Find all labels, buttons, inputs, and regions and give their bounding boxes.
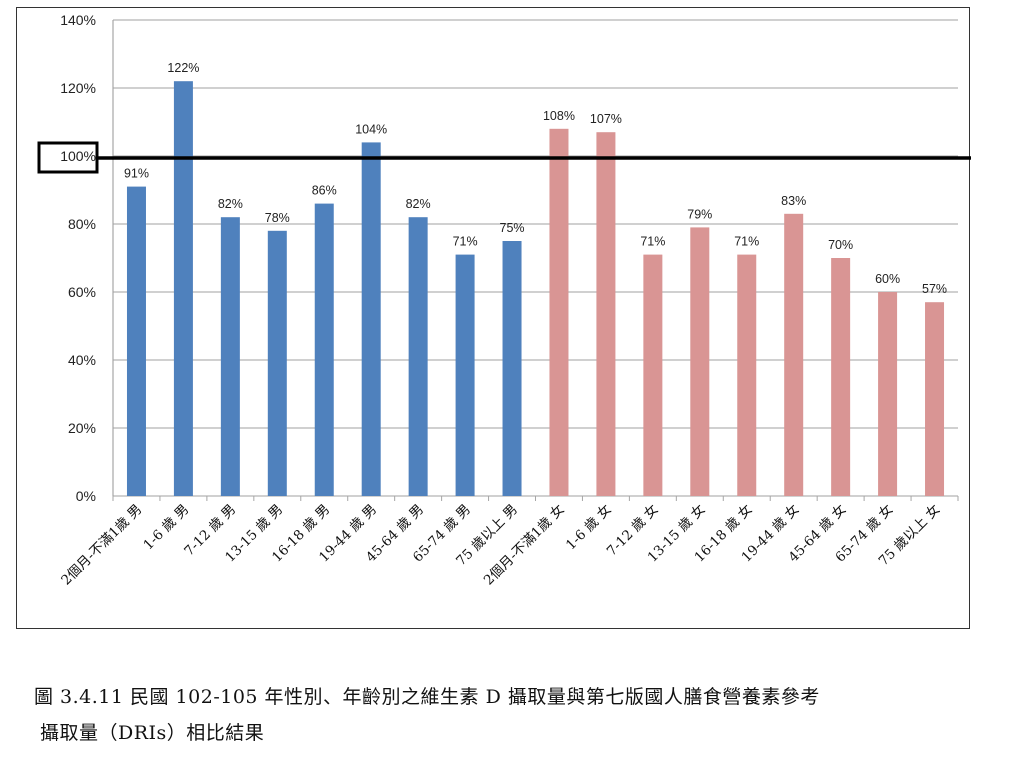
bar-value-label: 104% xyxy=(355,122,387,136)
data-labels: 91% 122% 82% 78% 86% 104% 82% 71% 75% 108% 107% 71%… xyxy=(124,61,947,296)
y-tick-label: 140% xyxy=(60,12,96,28)
bar xyxy=(220,217,240,496)
bar-chart: 0% 20% 40% 60% 80% 100% 120% 140% 91% 122% 82% 78%… xyxy=(37,12,971,589)
bar-value-label: 71% xyxy=(734,235,759,249)
bar-value-label: 70% xyxy=(828,238,853,252)
bar xyxy=(643,254,663,496)
bar xyxy=(314,203,334,496)
x-category-label: 2個月-不滿1歲 男 xyxy=(58,502,145,589)
bar-value-label: 86% xyxy=(312,184,337,198)
figure-caption-line1: 圖 3.4.11 民國 102-105 年性別、年齡別之維生素 D 攝取量與第七… xyxy=(34,686,820,708)
bar xyxy=(690,227,710,496)
y-tick-label: 80% xyxy=(68,216,96,232)
bar xyxy=(267,230,287,497)
bar-value-label: 122% xyxy=(167,61,199,75)
bar xyxy=(173,81,193,496)
y-tick-label: 20% xyxy=(68,420,96,436)
bar-value-label: 71% xyxy=(453,235,478,249)
bar-value-label: 82% xyxy=(218,197,243,211)
bar-value-label: 78% xyxy=(265,211,290,225)
bar-value-label: 57% xyxy=(922,282,947,296)
bar xyxy=(408,217,428,496)
bar-value-label: 108% xyxy=(543,109,575,123)
bar xyxy=(126,186,146,496)
x-axis-labels: 2個月-不滿1歲 男1-6 歲 男7-12 歲 男13-15 歲 男16-18 … xyxy=(58,501,943,589)
bar xyxy=(549,128,569,497)
bar xyxy=(502,241,522,496)
gridlines xyxy=(112,19,959,501)
bar-value-label: 107% xyxy=(590,112,622,126)
y-tick-label: 60% xyxy=(68,284,96,300)
bar-value-label: 79% xyxy=(687,207,712,221)
bar xyxy=(361,142,381,496)
bar-value-label: 75% xyxy=(500,221,525,235)
y-axis-ticks: 0% 20% 40% 60% 80% 100% 120% 140% xyxy=(60,12,96,504)
bars xyxy=(126,81,945,497)
bar-value-label: 82% xyxy=(406,197,431,211)
bar-value-label: 60% xyxy=(875,272,900,286)
reference-label-box xyxy=(37,141,99,174)
bar xyxy=(455,254,475,496)
bar xyxy=(737,254,757,496)
reference-line-100 xyxy=(37,141,971,174)
bar-value-label: 71% xyxy=(640,235,665,249)
bar-value-label: 83% xyxy=(781,194,806,208)
y-tick-label: 120% xyxy=(60,80,96,96)
bar xyxy=(596,132,616,496)
bar xyxy=(878,292,898,496)
bar xyxy=(784,213,804,497)
x-category-label: 2個月-不滿1歲 女 xyxy=(480,501,568,589)
y-tick-label: 100% xyxy=(60,148,96,164)
bar xyxy=(831,258,851,496)
bar-value-label: 91% xyxy=(124,167,149,181)
bar xyxy=(925,302,945,496)
y-tick-label: 40% xyxy=(68,352,96,368)
figure-caption-line2: 攝取量（DRIs）相比結果 xyxy=(40,722,265,744)
y-tick-label: 0% xyxy=(76,488,96,504)
